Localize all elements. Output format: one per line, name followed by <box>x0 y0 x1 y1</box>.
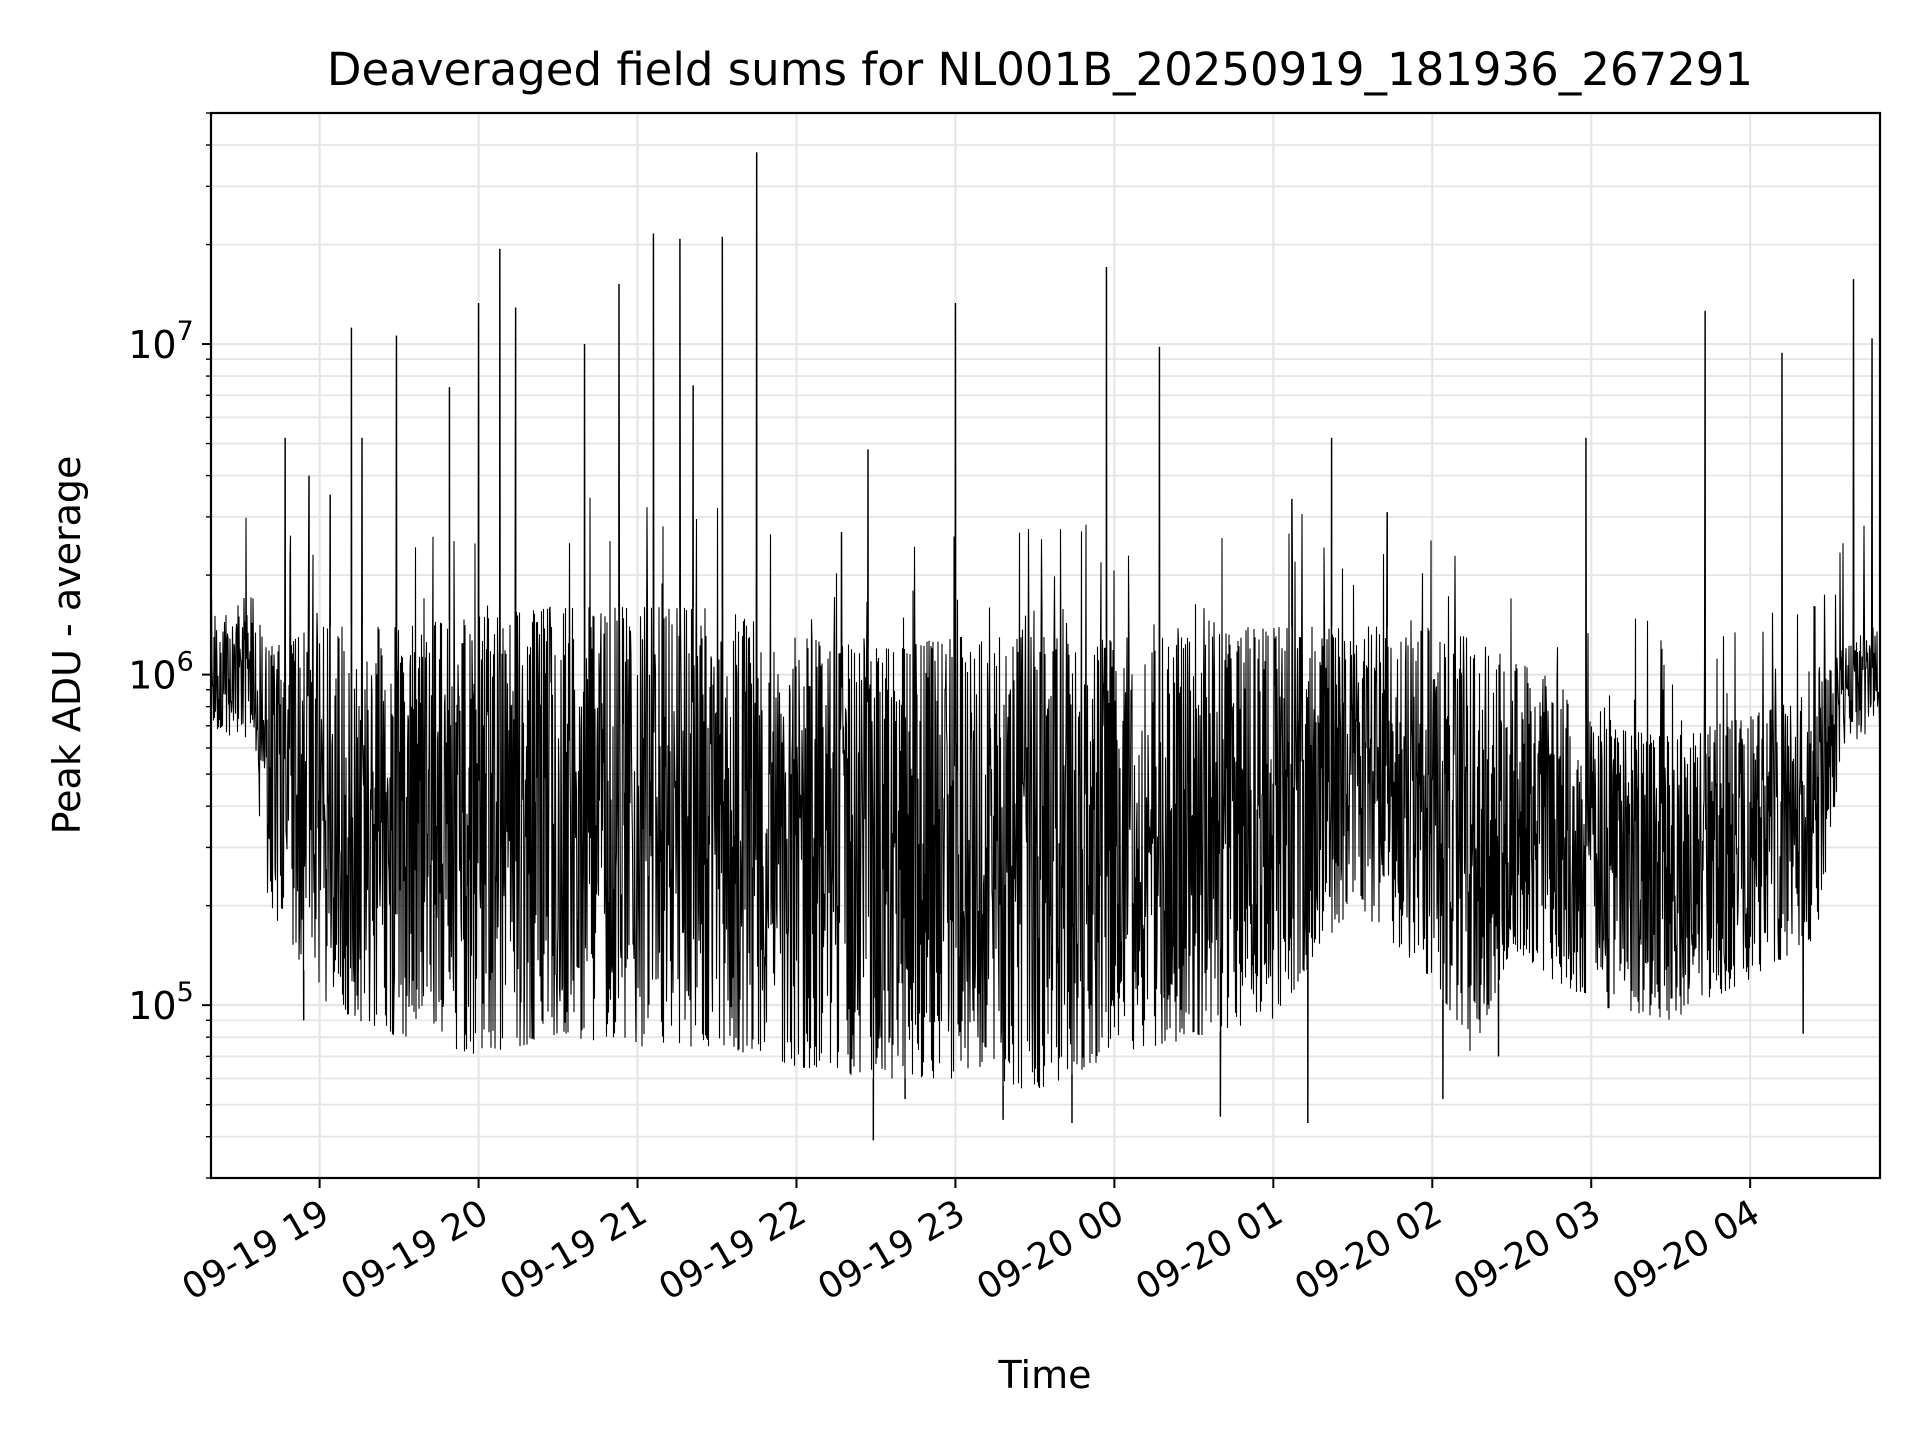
y-tick-label-base: 10 <box>128 984 176 1028</box>
plot-area-frame <box>209 111 1882 1180</box>
y-tick-label-base: 10 <box>128 323 176 367</box>
series-layer <box>210 152 1881 1141</box>
x-axis-label: Time <box>998 1353 1092 1397</box>
y-tick-label-exponent: 5 <box>177 977 194 1008</box>
y-tick-label-exponent: 6 <box>177 647 194 678</box>
y-tick-label: 107 <box>128 316 194 367</box>
y-tick-label: 106 <box>128 647 194 698</box>
y-tick-label-exponent: 7 <box>177 316 194 347</box>
series-line <box>210 152 1881 1141</box>
y-axis-label: Peak ADU - average <box>45 456 89 835</box>
y-tick-label: 105 <box>128 977 194 1028</box>
chart-title: Deaveraged field sums for NL001B_2025091… <box>327 43 1753 96</box>
y-tick-label-base: 10 <box>128 654 176 698</box>
